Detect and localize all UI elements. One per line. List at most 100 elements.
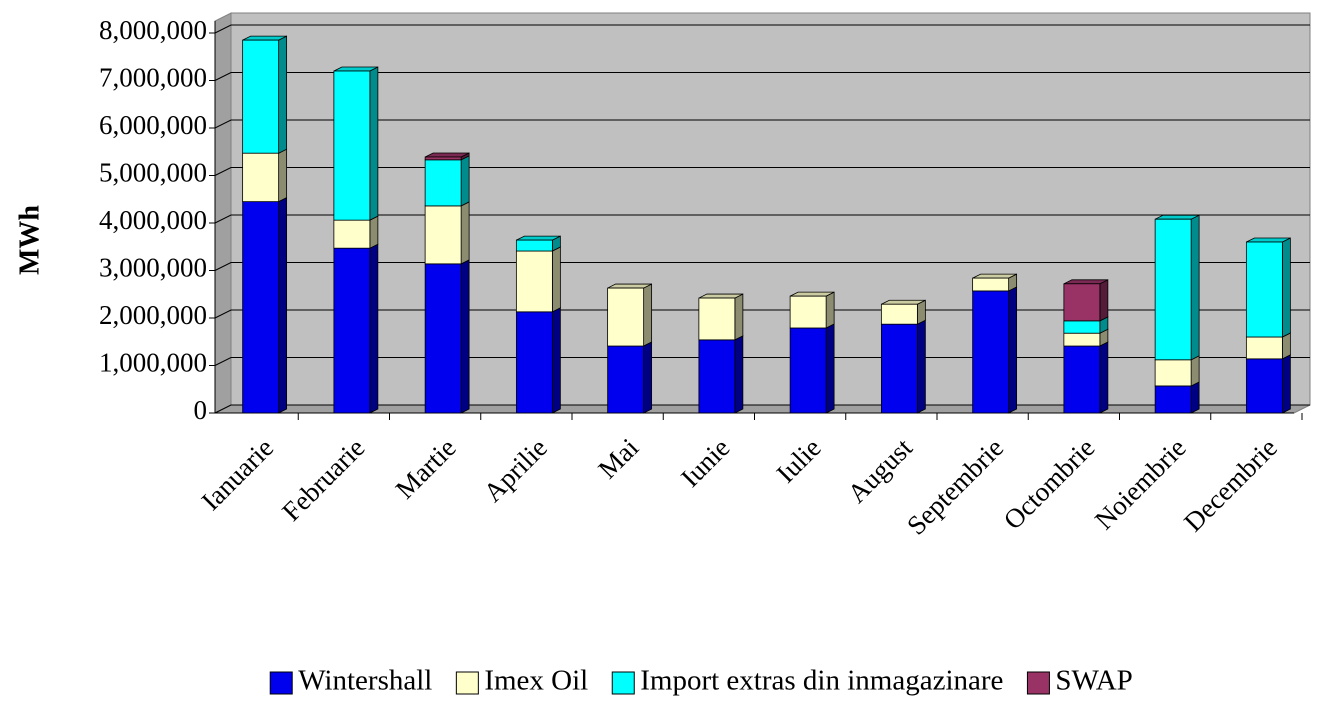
x-tick-label: Aprilie bbox=[478, 432, 553, 507]
bar bbox=[1154, 218, 1192, 361]
bar-side bbox=[825, 323, 835, 414]
bar-side bbox=[369, 66, 379, 221]
bar bbox=[333, 70, 371, 221]
bar-side bbox=[1281, 332, 1291, 360]
legend-label: SWAP bbox=[1055, 665, 1132, 697]
bar bbox=[242, 152, 280, 203]
bar bbox=[1245, 241, 1283, 338]
x-tick-label: Mai bbox=[592, 432, 644, 484]
bar bbox=[607, 345, 645, 414]
bar bbox=[333, 247, 371, 414]
bar-side bbox=[460, 155, 470, 207]
x-tick-label: Noiembrie bbox=[1089, 432, 1192, 535]
bar-side bbox=[1281, 237, 1291, 338]
bar bbox=[607, 287, 645, 347]
bar bbox=[333, 219, 371, 249]
bar-side bbox=[278, 35, 288, 154]
legend-label: Import extras din inmagazinare bbox=[640, 665, 1003, 697]
bar bbox=[698, 297, 736, 341]
bar-side bbox=[643, 341, 653, 414]
bar bbox=[1063, 332, 1101, 347]
legend-swatch bbox=[455, 671, 479, 695]
bar bbox=[789, 295, 827, 329]
bar-top bbox=[1246, 237, 1291, 243]
bar bbox=[515, 250, 553, 313]
x-tick-label: Decembrie bbox=[1178, 432, 1283, 537]
bar bbox=[424, 159, 462, 207]
y-tick-label: 5,000,000 bbox=[99, 158, 207, 188]
x-tick-label: Ianuarie bbox=[196, 432, 280, 516]
bar bbox=[1063, 283, 1101, 322]
bar-side bbox=[460, 201, 470, 265]
bar-side bbox=[734, 293, 744, 341]
bar-side bbox=[1281, 354, 1291, 414]
y-tick-label: 6,000,000 bbox=[99, 110, 207, 140]
bar bbox=[880, 323, 918, 414]
plot-floor bbox=[214, 404, 1311, 414]
y-tick-label: 7,000,000 bbox=[99, 63, 207, 93]
bar bbox=[424, 156, 462, 161]
bar-side bbox=[278, 196, 288, 414]
bar bbox=[972, 277, 1010, 292]
bar-side bbox=[278, 148, 288, 203]
bar bbox=[1063, 320, 1101, 334]
bar bbox=[1245, 336, 1283, 360]
bar-side bbox=[916, 319, 926, 414]
bar-top bbox=[424, 152, 470, 158]
bar-side bbox=[460, 259, 470, 414]
grid-line bbox=[214, 262, 1310, 271]
bar bbox=[972, 290, 1010, 414]
legend: Wintershall Imex Oil Import extras din inm… bbox=[269, 665, 1133, 697]
bar-side bbox=[1190, 381, 1200, 414]
grid-line bbox=[214, 309, 1310, 319]
x-tick-label: Martie bbox=[390, 432, 462, 504]
bar-top bbox=[881, 299, 926, 305]
bar-side bbox=[369, 215, 379, 249]
y-tick-label: 0 bbox=[194, 395, 208, 425]
legend-swatch bbox=[269, 671, 293, 695]
bar bbox=[1063, 345, 1101, 414]
bar bbox=[242, 39, 280, 154]
bar-top bbox=[333, 66, 379, 72]
x-tick-label: Iulie bbox=[771, 432, 827, 488]
bar bbox=[789, 327, 827, 414]
x-tick-label: Iunie bbox=[675, 432, 735, 492]
bar bbox=[1154, 359, 1192, 387]
bar-top bbox=[698, 293, 744, 299]
grid-line bbox=[214, 357, 1310, 366]
bar-top bbox=[972, 273, 1017, 279]
bar-side bbox=[643, 283, 653, 347]
bar-side bbox=[1190, 214, 1200, 361]
bar bbox=[1245, 358, 1283, 414]
x-tick-label: Septembrie bbox=[901, 432, 1009, 540]
bar bbox=[880, 303, 918, 325]
legend-label: Wintershall bbox=[298, 665, 432, 697]
y-tick-label: 8,000,000 bbox=[99, 15, 207, 45]
legend-swatch bbox=[611, 671, 635, 695]
y-tick-label: 2,000,000 bbox=[99, 300, 207, 330]
grid-line bbox=[214, 119, 1310, 129]
y-axis-label: MWh bbox=[14, 205, 45, 275]
bar-side bbox=[1190, 355, 1200, 387]
bar bbox=[424, 205, 462, 265]
bar-side bbox=[734, 335, 744, 414]
bar bbox=[515, 311, 553, 414]
bar-top bbox=[516, 235, 561, 241]
y-tick-label: 3,000,000 bbox=[99, 253, 207, 283]
bar-top bbox=[789, 291, 835, 297]
legend-swatch bbox=[1026, 671, 1050, 695]
bar bbox=[698, 339, 736, 414]
bar-side bbox=[1008, 286, 1018, 414]
bar bbox=[242, 201, 280, 414]
bar-top bbox=[242, 35, 287, 41]
grid-line bbox=[214, 404, 1310, 414]
bar-top bbox=[607, 283, 652, 289]
bar-side bbox=[1099, 279, 1109, 322]
bar bbox=[424, 263, 462, 414]
x-tick-label: Octombrie bbox=[998, 432, 1101, 535]
legend-label: Imex Oil bbox=[484, 665, 588, 697]
bar-side bbox=[551, 246, 561, 313]
x-tick-label: Februarie bbox=[276, 432, 370, 526]
bar-side bbox=[1099, 341, 1109, 414]
